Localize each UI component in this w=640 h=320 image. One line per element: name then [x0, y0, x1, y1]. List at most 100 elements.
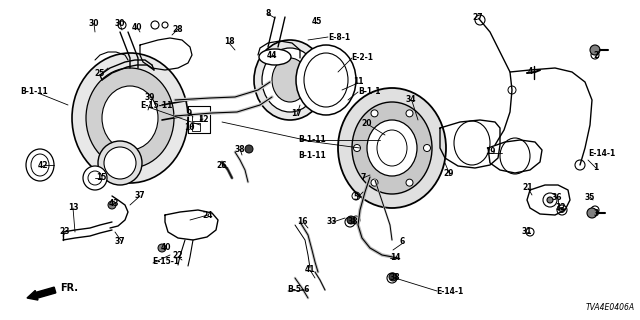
Text: 17: 17 [291, 109, 301, 118]
Ellipse shape [86, 68, 174, 168]
Ellipse shape [98, 141, 142, 185]
Text: 14: 14 [390, 252, 400, 261]
Text: E-2-1: E-2-1 [351, 52, 373, 61]
Text: 38: 38 [348, 217, 358, 226]
Text: B-1-11: B-1-11 [20, 87, 48, 97]
Circle shape [475, 15, 485, 25]
Circle shape [590, 45, 600, 55]
Ellipse shape [454, 121, 490, 165]
Ellipse shape [254, 40, 326, 120]
Circle shape [587, 208, 597, 218]
Ellipse shape [259, 49, 291, 65]
Text: B-1-11: B-1-11 [298, 150, 326, 159]
Ellipse shape [338, 88, 446, 208]
Ellipse shape [352, 102, 432, 194]
Text: 42: 42 [38, 161, 48, 170]
Text: 3: 3 [593, 209, 598, 218]
Text: 39: 39 [145, 93, 156, 102]
Text: 34: 34 [406, 95, 416, 105]
Text: 26: 26 [217, 162, 227, 171]
Text: 20: 20 [362, 119, 372, 129]
Circle shape [406, 110, 413, 117]
Text: 23: 23 [60, 228, 70, 236]
Text: 12: 12 [198, 115, 208, 124]
Text: 45: 45 [312, 18, 322, 27]
Text: 40: 40 [161, 243, 172, 252]
Ellipse shape [367, 120, 417, 176]
Ellipse shape [83, 166, 107, 190]
Text: 6: 6 [399, 237, 404, 246]
Text: E-14-1: E-14-1 [588, 148, 615, 157]
Text: 11: 11 [353, 77, 364, 86]
Ellipse shape [72, 53, 188, 183]
Circle shape [347, 216, 355, 224]
Circle shape [371, 179, 378, 186]
Text: E-15-1: E-15-1 [152, 258, 179, 267]
Text: 44: 44 [267, 51, 277, 60]
Circle shape [559, 207, 564, 212]
Text: TVA4E0406A: TVA4E0406A [586, 303, 635, 312]
Text: 2: 2 [593, 51, 598, 60]
Text: E-15-11: E-15-11 [140, 100, 172, 109]
Text: 32: 32 [556, 204, 566, 212]
Text: 18: 18 [224, 37, 234, 46]
Text: 22: 22 [173, 252, 183, 260]
Text: B-1-1: B-1-1 [358, 86, 381, 95]
Text: 38: 38 [390, 273, 400, 282]
Circle shape [424, 145, 431, 151]
Text: 9: 9 [186, 108, 191, 117]
Circle shape [245, 145, 253, 153]
Circle shape [158, 244, 166, 252]
Text: 19: 19 [484, 148, 495, 156]
Text: 25: 25 [95, 69, 105, 78]
Ellipse shape [26, 149, 54, 181]
Text: 8: 8 [266, 10, 271, 19]
Ellipse shape [102, 86, 158, 150]
Text: B-1-11: B-1-11 [298, 134, 326, 143]
Ellipse shape [304, 53, 348, 107]
FancyArrow shape [27, 287, 56, 300]
Circle shape [406, 179, 413, 186]
Text: 7: 7 [360, 172, 365, 181]
Ellipse shape [31, 154, 49, 176]
Circle shape [543, 193, 557, 207]
Text: 37: 37 [134, 191, 145, 201]
Text: 24: 24 [203, 211, 213, 220]
Circle shape [389, 273, 397, 281]
Text: 36: 36 [552, 194, 563, 203]
Text: 15: 15 [96, 172, 106, 181]
Text: 10: 10 [184, 124, 195, 132]
Ellipse shape [500, 138, 530, 174]
Text: E-8-1: E-8-1 [328, 33, 350, 42]
Ellipse shape [272, 58, 308, 102]
Ellipse shape [104, 147, 136, 179]
Circle shape [108, 201, 116, 209]
Ellipse shape [377, 130, 407, 166]
Text: 30: 30 [115, 20, 125, 28]
Text: 4: 4 [527, 68, 532, 76]
Text: 43: 43 [109, 198, 119, 207]
Ellipse shape [296, 45, 356, 115]
Ellipse shape [262, 48, 318, 112]
Circle shape [353, 145, 360, 151]
Text: B-5-6: B-5-6 [287, 285, 309, 294]
Ellipse shape [88, 171, 102, 185]
Text: E-14-1: E-14-1 [436, 286, 463, 295]
Text: 41: 41 [305, 265, 316, 274]
Text: 21: 21 [523, 182, 533, 191]
Text: FR.: FR. [60, 283, 78, 293]
Text: 28: 28 [173, 25, 183, 34]
Circle shape [547, 197, 553, 203]
Text: 27: 27 [473, 12, 483, 21]
Text: 38: 38 [235, 145, 245, 154]
Text: 13: 13 [68, 203, 78, 212]
Text: 33: 33 [327, 218, 337, 227]
Text: 31: 31 [522, 228, 532, 236]
Text: 29: 29 [444, 170, 454, 179]
Text: 1: 1 [593, 164, 598, 172]
Circle shape [371, 110, 378, 117]
Text: 35: 35 [585, 193, 595, 202]
Text: 37: 37 [115, 237, 125, 246]
Text: 5: 5 [353, 193, 358, 202]
Text: 30: 30 [89, 20, 99, 28]
